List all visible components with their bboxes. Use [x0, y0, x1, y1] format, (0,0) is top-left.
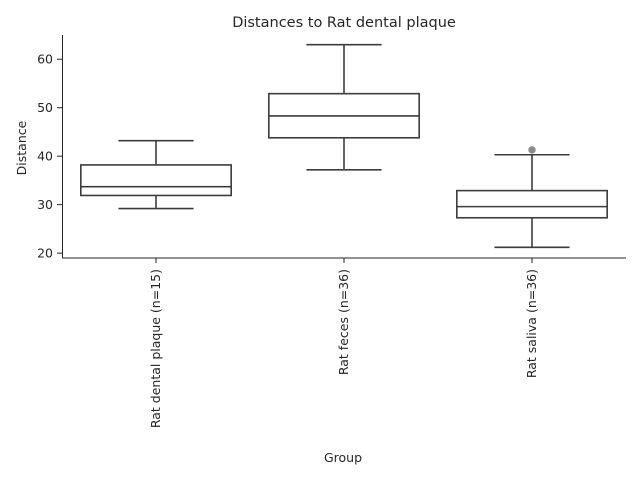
x-tick-label: Rat saliva (n=36)	[524, 269, 539, 378]
chart-title: Distances to Rat dental plaque	[232, 15, 456, 31]
plot-area	[80, 43, 608, 249]
y-tick-label: 50	[37, 100, 53, 115]
y-tick-label: 30	[37, 197, 53, 212]
iqr-box	[80, 164, 232, 197]
outlier-point	[528, 146, 536, 154]
y-tick-label: 20	[37, 246, 53, 261]
x-tick-label: Rat dental plaque (n=15)	[148, 269, 163, 428]
box-group	[80, 139, 232, 210]
box-group	[455, 146, 608, 249]
y-axis-label: Distance	[14, 120, 29, 175]
y-tick-label: 40	[37, 149, 53, 164]
iqr-box	[455, 189, 608, 219]
x-axis-label: Group	[324, 450, 362, 465]
x-tick-label: Rat feces (n=36)	[336, 269, 351, 375]
y-tick-label: 60	[37, 52, 53, 67]
box-group	[267, 43, 420, 171]
